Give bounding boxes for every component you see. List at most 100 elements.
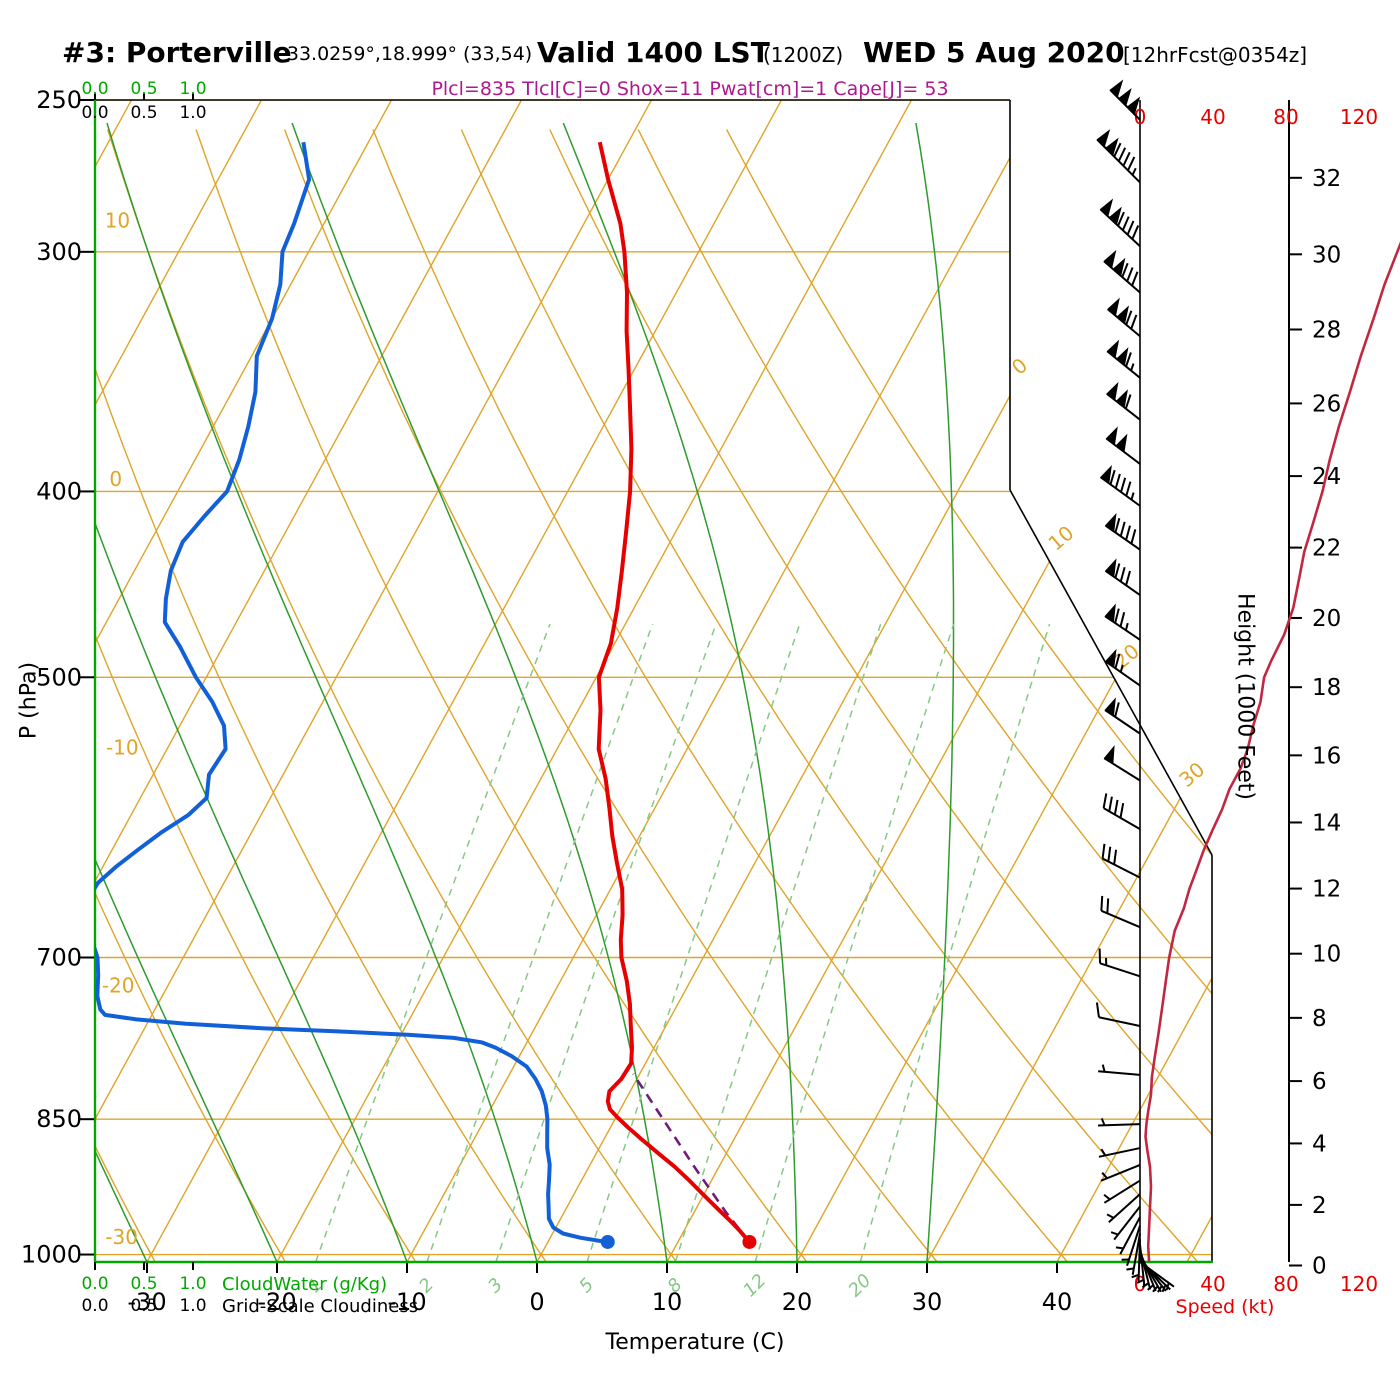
surface-temperature-dot (742, 1234, 757, 1249)
pressure-axis-title: P (hPa) (16, 661, 42, 740)
wind-barb (1106, 1193, 1141, 1223)
forecast-tag: [12hrFcst@0354z] (1123, 43, 1308, 67)
dry-adiabat-label: -20 (102, 974, 135, 998)
height-tick-label: 22 (1312, 536, 1341, 562)
moist-adiabat-line (95, 122, 408, 1262)
cloudwater-tick: 1.0 (179, 79, 207, 99)
isotherm-line (796, 100, 1212, 1262)
height-tick-label: 12 (1312, 877, 1341, 903)
isotherm-line (1186, 100, 1212, 1262)
dry-adiabat-line (460, 129, 1199, 1262)
isotherm-line (406, 100, 1043, 1262)
temperature-tick-label: -20 (257, 1288, 296, 1316)
height-tick-label: 32 (1312, 166, 1341, 192)
isotherm-line (0, 100, 1, 1262)
wind-barb (1110, 1205, 1141, 1241)
mixing-ratio-label: 3 (484, 1274, 507, 1297)
cloudiness-tick: 0.0 (81, 1296, 109, 1316)
height-tick-label: 18 (1312, 675, 1341, 701)
isotherm-line (95, 100, 653, 1262)
dry-adiabat-line (95, 129, 547, 1262)
dry-adiabat-label: -30 (105, 1225, 138, 1249)
moist-adiabat-line (291, 122, 668, 1262)
temperature-tick-label: 10 (652, 1288, 683, 1316)
temperature-tick-labels: -30 -20 -10 0 10 20 30 40 (127, 1288, 1072, 1316)
isotherm-line (666, 100, 1212, 1262)
stability-stats: Plcl=835 Tlcl[C]=0 Shox=11 Pwat[cm]=1 Ca… (431, 78, 949, 100)
valid-zulu: (1200Z) (763, 43, 844, 67)
plot-frame (95, 99, 1213, 1262)
height-tick-label: 6 (1312, 1069, 1327, 1095)
wind-barb (1104, 648, 1141, 687)
wind-barb (1139, 1261, 1175, 1291)
isotherm-line (1056, 100, 1212, 1262)
dry-adiabat-line (372, 129, 1068, 1262)
axis-ticks (78, 93, 1058, 1273)
station-coordinates: -33.0259°,18.999° (33,54) (280, 43, 533, 65)
dry-adiabat-line (725, 129, 1212, 1262)
wind-barb (1105, 426, 1141, 465)
pressure-tick-labels: 250 300 400 500 700 850 1000 (21, 86, 82, 1269)
cloudwater-tick: 1.0 (179, 1274, 207, 1294)
wind-barb (1098, 1147, 1141, 1158)
wind-barb (1099, 198, 1141, 248)
wind-barb (1100, 895, 1141, 929)
temperature-tick-label: -30 (127, 1288, 166, 1316)
temperature-tick-label: -10 (387, 1288, 426, 1316)
dry-adiabat-line (95, 129, 287, 1262)
grid-mixing-ratio-lines (314, 623, 1051, 1262)
height-tick-label: 10 (1312, 942, 1341, 968)
dewpoint-curve (95, 141, 607, 1244)
cloudwater-axis-title: CloudWater (g/Kg) (222, 1274, 388, 1295)
height-tick-label: 8 (1312, 1006, 1327, 1032)
pressure-tick-label: 700 (36, 943, 82, 971)
temperature-tick-label: 40 (1042, 1288, 1073, 1316)
isotherm-line (95, 100, 393, 1262)
valid-date: WED 5 Aug 2020 (863, 36, 1125, 69)
mixing-ratio-label: 5 (575, 1274, 598, 1297)
height-tick-label: 30 (1312, 242, 1341, 268)
isotherm-line (95, 100, 523, 1262)
pressure-tick-label: 1000 (21, 1241, 82, 1269)
dry-adiabat-line (195, 129, 808, 1262)
height-tick-label: 26 (1312, 391, 1341, 417)
speed-tick-label-top: 0 (1134, 105, 1147, 129)
wind-barb (1107, 297, 1141, 338)
mixing-ratio-line (674, 623, 882, 1262)
surface-dewpoint-dot (600, 1234, 615, 1249)
mixing-ratio-line (426, 623, 654, 1262)
wind-barb (1100, 1164, 1141, 1182)
dry-adiabat-line (95, 129, 156, 1262)
station-title: #3: Porterville (62, 36, 292, 69)
cloudwater-tick: 0.5 (130, 79, 158, 99)
grid-orange (0, 100, 1212, 1262)
speed-tick-label-bottom: 80 (1273, 1272, 1298, 1296)
dry-adiabat-label: -10 (106, 736, 139, 760)
cloudiness-axis-title: Grid-Scale Cloudiness (222, 1296, 419, 1317)
cloudiness-tick: 1.0 (179, 1296, 207, 1316)
wind-barb (1097, 1118, 1141, 1127)
mixing-ratio-line (314, 623, 551, 1262)
wind-barb (1104, 697, 1141, 735)
wind-barb (1126, 1233, 1141, 1275)
pressure-tick-label: 250 (36, 86, 82, 114)
wind-barb (1096, 129, 1141, 184)
speed-axis-title: Speed (kt) (1175, 1296, 1275, 1318)
wind-barb (1109, 79, 1141, 121)
wind-barb (1098, 948, 1141, 978)
cloudiness-tick: 1.0 (179, 103, 207, 123)
wind-barb (1103, 745, 1141, 782)
height-tick-label: 16 (1312, 743, 1341, 769)
isotherm-line (95, 100, 263, 1262)
isotherm-edge-label: 30 (1174, 757, 1209, 792)
speed-tick-label-top: 80 (1273, 105, 1298, 129)
mixing-ratio-label: 12 (739, 1270, 770, 1301)
temperature-curve (596, 141, 751, 1244)
temperature-axis-title: Temperature (C) (605, 1330, 785, 1355)
mixing-ratio-line (495, 623, 717, 1262)
height-tick-label: 28 (1312, 318, 1341, 344)
wind-barb (1115, 1216, 1141, 1255)
height-tick-label: 14 (1312, 810, 1341, 836)
